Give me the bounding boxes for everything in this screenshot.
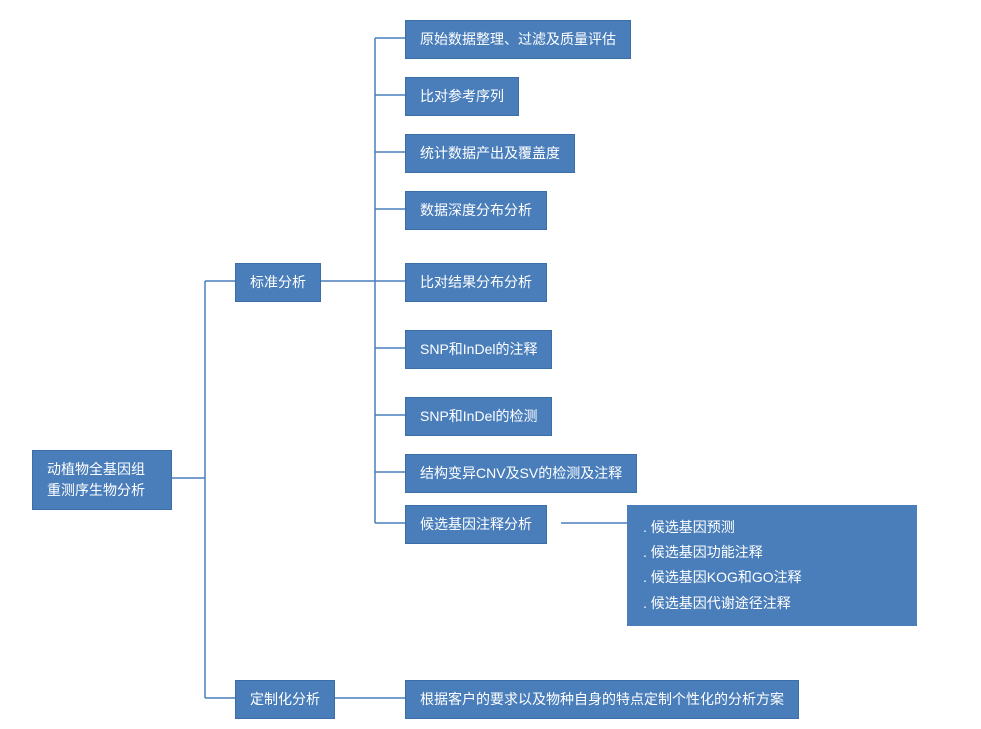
node-s1: 原始数据整理、过滤及质量评估 <box>405 20 631 59</box>
s9-label: 候选基因注释分析 <box>420 516 532 532</box>
s4-label: 数据深度分布分析 <box>420 202 532 218</box>
c1-label: 根据客户的要求以及物种自身的特点定制个性化的分析方案 <box>420 691 784 707</box>
node-s8: 结构变异CNV及SV的检测及注释 <box>405 454 637 493</box>
custom-label: 定制化分析 <box>250 691 320 707</box>
s2-label: 比对参考序列 <box>420 88 504 104</box>
node-s6: SNP和InDel的注释 <box>405 330 552 369</box>
s3-label: 统计数据产出及覆盖度 <box>420 145 560 161</box>
s1-label: 原始数据整理、过滤及质量评估 <box>420 31 616 47</box>
s9-detail-0: 候选基因预测 <box>643 515 901 540</box>
node-s7: SNP和InDel的检测 <box>405 397 552 436</box>
node-s2: 比对参考序列 <box>405 77 519 116</box>
node-custom: 定制化分析 <box>235 680 335 719</box>
root-line1: 动植物全基因组 <box>47 461 145 477</box>
s9-detail-2: 候选基因KOG和GO注释 <box>643 565 901 590</box>
s5-label: 比对结果分布分析 <box>420 274 532 290</box>
node-s4: 数据深度分布分析 <box>405 191 547 230</box>
node-s5: 比对结果分布分析 <box>405 263 547 302</box>
s7-label: SNP和InDel的检测 <box>420 408 537 424</box>
node-root: 动植物全基因组 重测序生物分析 <box>32 450 172 510</box>
node-s9-details: 候选基因预测 候选基因功能注释 候选基因KOG和GO注释 候选基因代谢途径注释 <box>627 505 917 626</box>
node-s9: 候选基因注释分析 <box>405 505 547 544</box>
s9-detail-1: 候选基因功能注释 <box>643 540 901 565</box>
s8-label: 结构变异CNV及SV的检测及注释 <box>420 465 622 481</box>
s9-detail-3: 候选基因代谢途径注释 <box>643 591 901 616</box>
standard-label: 标准分析 <box>250 274 306 290</box>
node-s3: 统计数据产出及覆盖度 <box>405 134 575 173</box>
root-line2: 重测序生物分析 <box>47 482 145 498</box>
s6-label: SNP和InDel的注释 <box>420 341 537 357</box>
node-c1: 根据客户的要求以及物种自身的特点定制个性化的分析方案 <box>405 680 799 719</box>
node-standard: 标准分析 <box>235 263 321 302</box>
